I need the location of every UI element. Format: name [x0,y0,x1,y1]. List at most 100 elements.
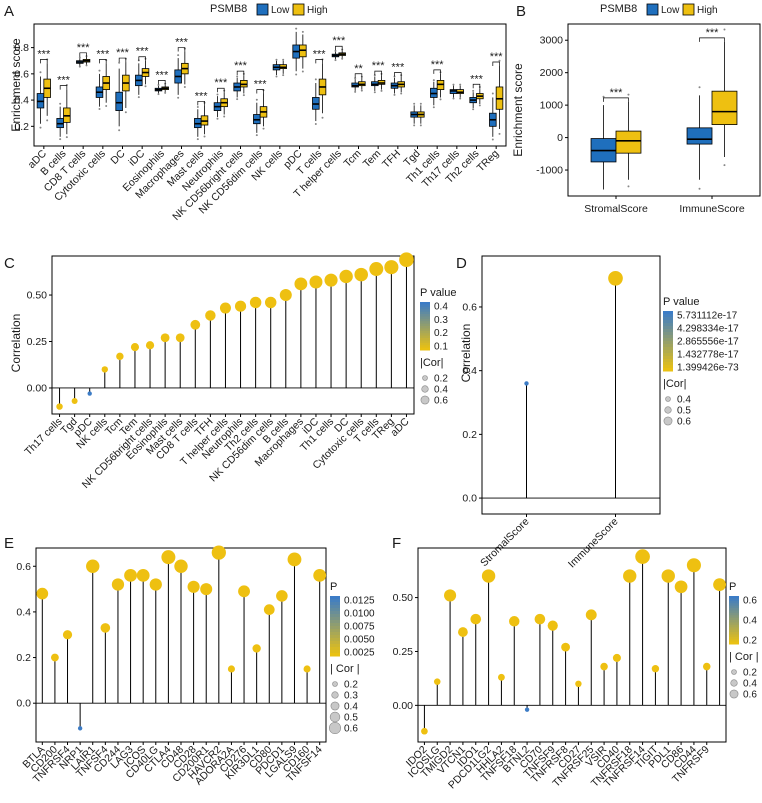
sig-bracket [197,100,205,106]
y-tick-label: 0.2 [462,429,477,441]
legend-gradient-segment [420,326,430,329]
legend-size-title: |Cor| [663,378,686,390]
y-tick-label: 2000 [540,67,564,79]
lollipop-point [200,583,213,596]
legend-size-dot [663,416,673,426]
legend-gradient-segment [420,309,430,313]
legend-gradient-segment [330,599,340,603]
legend-gradient-segment [330,641,340,645]
panel-b: B PSMB8 Low High Enrichment score -1000 0… [511,3,761,215]
legend-p-label: 0.0100 [344,609,375,620]
plot-frame [51,255,415,415]
legend-gradient-segment [663,347,673,351]
legend-gradient-segment [420,340,430,344]
legend-label-low: Low [271,5,290,16]
lollipop-point [264,296,277,309]
legend-gradient-segment [729,624,739,628]
legend-size-label: 0.6 [677,417,691,428]
y-tick-label: 3000 [540,35,564,47]
box-outlier-high [627,93,630,96]
box-outlier-low [98,69,101,72]
y-tick-label: 0.8 [14,42,29,54]
lollipop-point [145,341,155,350]
legend-p-title: P [729,581,736,593]
y-tick-label: 0.2 [14,121,29,133]
legend-gradient-segment [729,600,739,604]
legend-size-dot [665,396,671,402]
box-outlier-low [413,124,416,127]
box-outlier-low [78,56,81,59]
box-high [615,130,642,154]
sig-bracket [79,52,87,57]
legend-p-label: 0.6 [743,596,757,607]
significance-label: *** [431,59,445,71]
sig-bracket [335,45,343,51]
box-outlier-low [275,75,278,78]
legend-gradient-segment [729,620,739,623]
legend-gradient-segment [420,345,430,349]
y-tick-label: 0.2 [16,652,31,664]
box-outlier-low [373,91,376,94]
box-outlier-low [196,105,199,108]
legend-size-dot [328,721,341,734]
legend-gradient-segment [663,350,673,354]
box-outlier-high [380,89,383,92]
lollipop-point [211,545,226,560]
legend-gradient-segment [663,362,673,366]
lollipop-point [238,585,250,598]
lollipop-point [161,550,176,565]
y-tick-label: 1000 [540,100,564,112]
legend-gradient-segment [729,603,739,607]
legend-p-label: 0.2 [434,328,448,339]
legend-size-dot [664,406,672,414]
lollipop-point [608,270,623,286]
lollipop-point [51,653,59,662]
legend-gradient-segment [420,342,430,346]
significance-label: *** [195,90,209,102]
significance-label: *** [214,77,228,89]
lollipop-point [313,568,327,582]
significance-label: *** [77,42,91,54]
x-tick-label: DC [108,147,128,167]
lollipop-point [713,578,727,592]
panel-a: A PSMB8 Low High Enrichment score 0.2 0.4… [4,3,507,223]
legend-p-label: 1.399426e-73 [677,363,739,374]
legend-size-title: |Cor| [420,357,443,369]
box-outlier-low [602,95,605,98]
box-outlier-low [452,83,455,86]
legend-size-label: 0.2 [344,680,358,691]
lollipop-point [174,559,188,573]
lollipop-point [252,644,261,653]
legend-swatch-high [292,3,305,16]
lollipop-point [433,678,441,685]
lollipop-point [303,665,311,673]
legend-gradient-segment [729,632,739,635]
lollipop-point [160,333,170,343]
lollipop-point [421,727,428,735]
lollipop-point [77,726,83,731]
legend-gradient-segment [663,311,673,315]
legend-gradient-segment [420,311,430,315]
legend-gradient-segment [729,636,739,640]
legend-p-label: 0.0075 [344,622,375,633]
y-tick-label: 0.00 [393,700,414,712]
box-outlier-low [137,96,140,99]
legend-p-label: 0.1 [434,342,448,353]
box-outlier-high [46,119,49,122]
lollipop-point [100,623,111,633]
y-tick-label: 0.0 [16,698,31,710]
lollipop-point [509,616,520,627]
y-tick-label: 0.4 [462,365,477,377]
legend-size-dot [422,375,428,381]
box-outlier-high [459,97,462,100]
lollipop-point [111,578,125,591]
box-outlier-low [177,96,180,99]
lollipop-point [249,296,262,309]
lollipop-point [62,630,73,640]
box-outlier-high [478,104,481,107]
box-outlier-low [432,106,435,109]
